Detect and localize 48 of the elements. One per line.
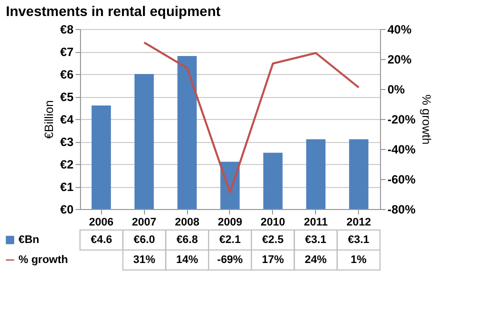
y-axis-title: €Billion — [42, 100, 56, 139]
y-tick-label: €5 — [60, 90, 74, 104]
x-tick-label: 2008 — [174, 216, 200, 228]
data-label: €6.0 — [134, 234, 155, 246]
data-label: €3.1 — [348, 234, 370, 246]
x-tick-label: 2012 — [346, 216, 371, 228]
y-tick-label: €6 — [60, 68, 74, 82]
x-tick-label: 2011 — [304, 216, 328, 228]
data-label: 31% — [133, 254, 156, 266]
chart-title: Investments in rental equipment — [6, 3, 221, 19]
bar — [306, 139, 326, 209]
y-tick-label: €1 — [60, 180, 74, 194]
data-label: 14% — [176, 254, 198, 266]
legend-label: % growth — [18, 254, 68, 266]
y-tick-label: €8 — [60, 22, 74, 36]
data-label: €2.5 — [262, 234, 284, 246]
y2-tick-label: -60% — [388, 172, 416, 186]
legend-label: €Bn — [18, 234, 40, 246]
x-tick-label: 2007 — [132, 216, 156, 228]
bar — [349, 139, 368, 209]
y-tick-label: €7 — [60, 45, 74, 59]
y2-tick-label: 40% — [388, 22, 412, 36]
y2-tick-label: -40% — [388, 142, 416, 156]
data-label: -69% — [217, 254, 244, 266]
data-label: €6.8 — [176, 234, 198, 246]
data-label: €2.1 — [219, 234, 241, 246]
y2-tick-label: 20% — [388, 52, 412, 66]
x-tick-label: 2010 — [260, 216, 286, 228]
y-tick-label: €0 — [60, 202, 74, 216]
y-tick-label: €3 — [60, 135, 74, 149]
bar — [177, 56, 197, 209]
x-tick-label: 2009 — [218, 216, 242, 228]
y2-tick-label: -80% — [388, 202, 416, 216]
y2-tick-label: -20% — [388, 112, 416, 126]
x-tick-label: 2006 — [89, 216, 114, 228]
line-series — [143, 42, 360, 194]
data-label: 24% — [304, 254, 327, 266]
data-label: 17% — [262, 254, 284, 266]
data-label: €3.1 — [305, 234, 326, 246]
bar — [134, 74, 154, 209]
bar — [263, 152, 283, 209]
bar — [92, 106, 111, 209]
y2-axis-title: % growth — [420, 94, 434, 145]
y-tick-label: €2 — [60, 158, 74, 172]
y-tick-label: €4 — [60, 112, 74, 126]
y2-tick-label: 0% — [388, 82, 406, 96]
data-label: €4.6 — [90, 234, 112, 246]
data-label: 1% — [350, 254, 367, 266]
